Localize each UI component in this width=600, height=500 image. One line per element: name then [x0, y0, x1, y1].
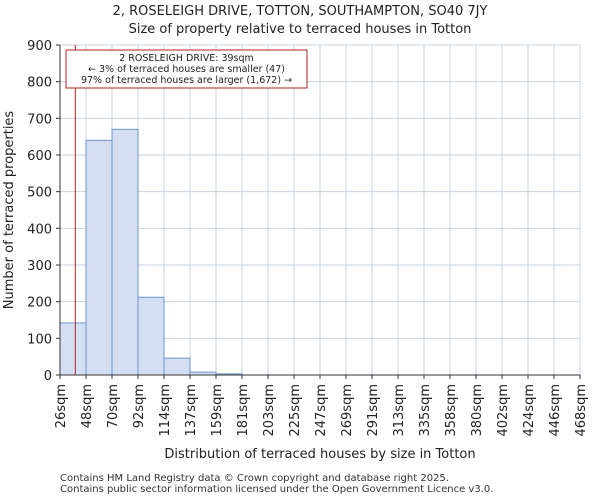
- x-axis-label: Distribution of terraced houses by size …: [164, 447, 475, 462]
- y-tick-label: 600: [27, 149, 52, 164]
- y-tick-label: 100: [27, 332, 52, 347]
- x-tick-label: 70sqm: [106, 384, 121, 428]
- annotation-line-1: 2 ROSELEIGH DRIVE: 39sqm: [119, 53, 254, 64]
- x-tick-label: 203sqm: [262, 384, 277, 437]
- x-tick-label: 335sqm: [418, 384, 433, 437]
- footer-copyright: Contains HM Land Registry data © Crown c…: [60, 473, 449, 484]
- x-tick-label: 402sqm: [496, 384, 511, 437]
- histogram-bar: [59, 322, 87, 376]
- y-tick-label: 0: [44, 369, 52, 384]
- x-tick-label: 358sqm: [444, 384, 459, 437]
- y-tick-label: 900: [27, 39, 52, 54]
- y-tick-label: 500: [27, 186, 52, 201]
- x-tick-label: 424sqm: [522, 384, 537, 437]
- x-tick-label: 137sqm: [184, 384, 199, 437]
- histogram-bar: [137, 296, 165, 376]
- x-tick-label: 114sqm: [158, 384, 173, 437]
- histogram-bar: [85, 139, 113, 376]
- x-tick-label: 291sqm: [366, 384, 381, 437]
- annotation-box: [65, 49, 308, 89]
- y-tick-label: 800: [27, 76, 52, 91]
- y-tick-label: 300: [27, 259, 52, 274]
- y-tick-label: 400: [27, 222, 52, 237]
- footer-licence: Contains public sector information licen…: [60, 484, 494, 495]
- chart-subtitle: Size of property relative to terraced ho…: [128, 22, 472, 37]
- x-tick-label: 446sqm: [548, 384, 563, 437]
- annotation-line-2: ← 3% of terraced houses are smaller (47): [88, 64, 285, 75]
- histogram-bar: [163, 357, 191, 376]
- chart-title: 2, ROSELEIGH DRIVE, TOTTON, SOUTHAMPTON,…: [112, 4, 488, 19]
- x-tick-label: 92sqm: [132, 384, 147, 428]
- x-tick-label: 313sqm: [392, 384, 407, 437]
- y-tick-label: 200: [27, 296, 52, 311]
- histogram-bar: [111, 128, 139, 376]
- x-tick-label: 181sqm: [236, 384, 251, 437]
- x-tick-label: 247sqm: [314, 384, 329, 437]
- annotation-line-3: 97% of terraced houses are larger (1,672…: [81, 75, 292, 86]
- x-tick-label: 380sqm: [470, 384, 485, 437]
- y-axis-label: Number of terraced properties: [2, 111, 17, 310]
- y-tick-label: 700: [27, 112, 52, 127]
- x-tick-label: 468sqm: [574, 384, 589, 437]
- x-tick-label: 225sqm: [288, 384, 303, 437]
- x-tick-label: 269sqm: [340, 384, 355, 437]
- x-tick-label: 48sqm: [80, 384, 95, 428]
- x-tick-label: 159sqm: [210, 384, 225, 437]
- x-tick-label: 26sqm: [54, 384, 69, 428]
